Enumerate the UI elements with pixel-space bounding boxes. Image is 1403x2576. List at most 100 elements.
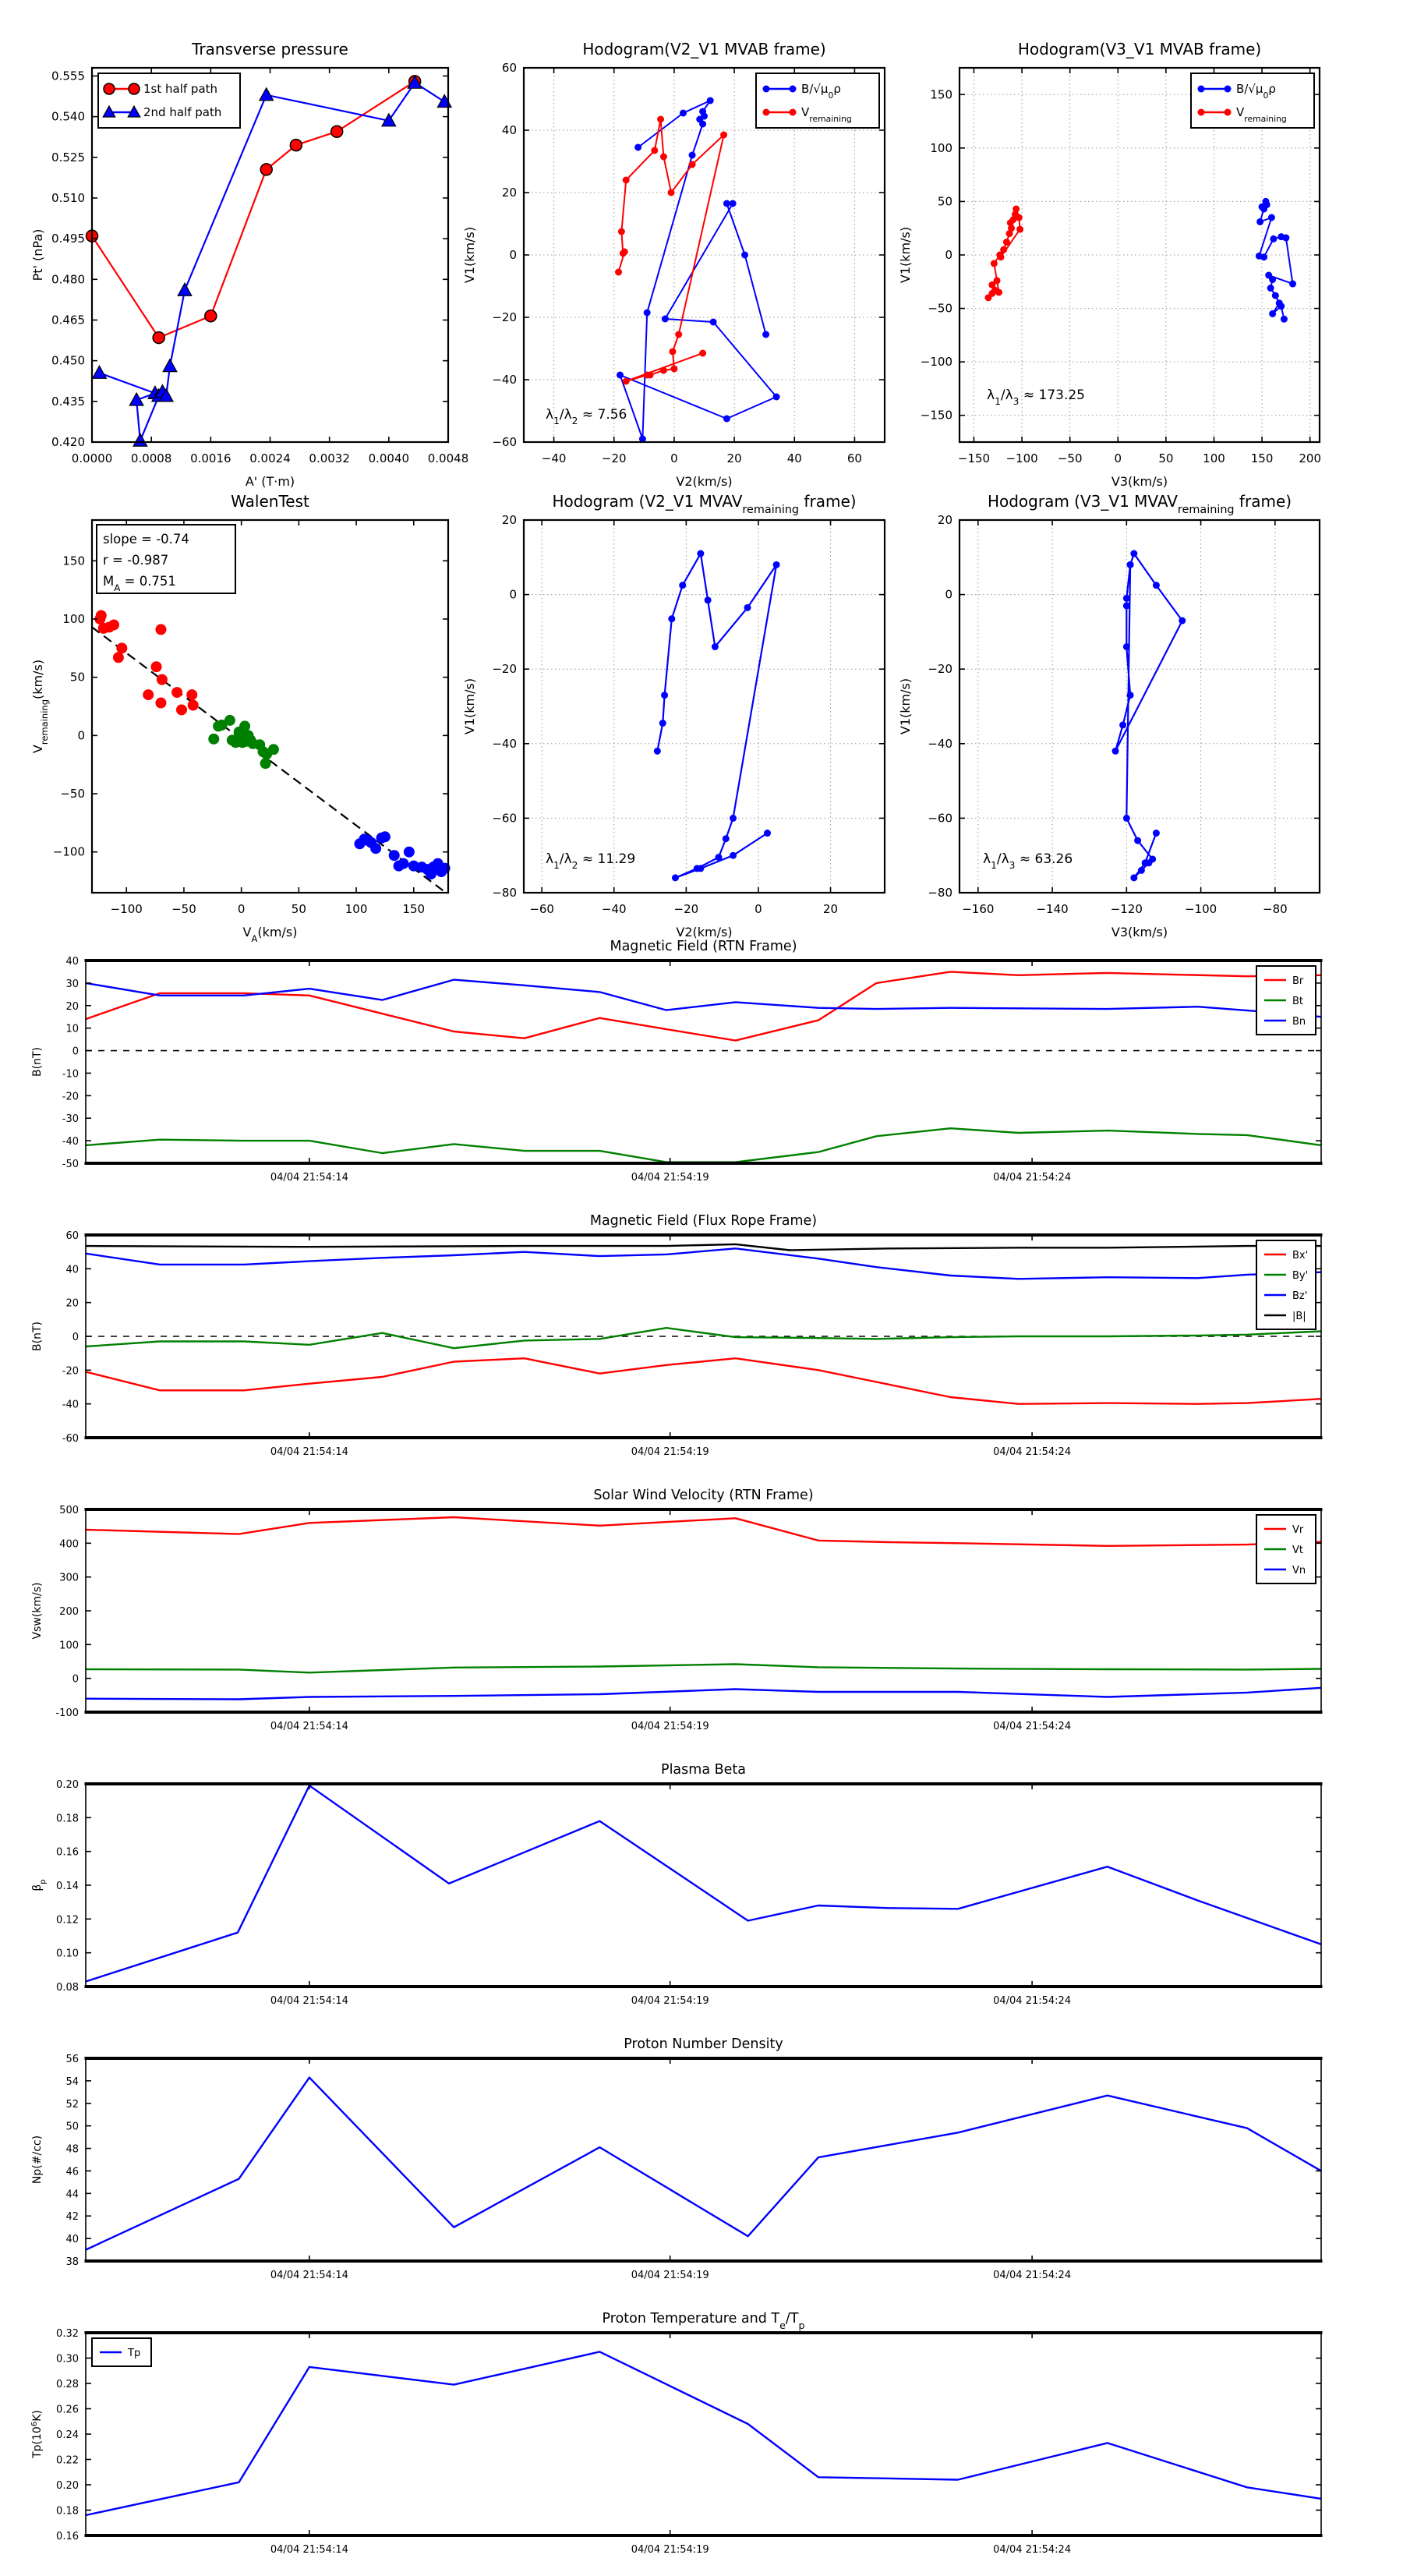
y-tick-label: -20 bbox=[62, 1091, 79, 1102]
axes-frame bbox=[85, 1783, 1322, 1987]
ticks bbox=[92, 520, 448, 893]
y-tick-label: −60 bbox=[492, 811, 517, 825]
x-tick-label: −40 bbox=[602, 902, 627, 916]
y-tick-label: 0.465 bbox=[51, 313, 85, 327]
series-transverse-0 bbox=[85, 75, 422, 345]
legend: Br Bt Bn bbox=[1256, 965, 1316, 1035]
x-axis-label: V2(km/s) bbox=[676, 925, 732, 939]
y-tick-label: −50 bbox=[60, 787, 85, 801]
y-tick-label: 100 bbox=[62, 612, 85, 626]
x-tick-label: 0.0024 bbox=[249, 451, 291, 465]
ticks bbox=[86, 2058, 1321, 2262]
y-tick-label: 54 bbox=[65, 2076, 79, 2088]
x-tick-label: −120 bbox=[1111, 902, 1143, 916]
series-vsw-0 bbox=[85, 1516, 1322, 1547]
x-tick-label: 04/04 21:54:19 bbox=[631, 1721, 709, 1732]
chart-hod_v2_mvav: −60 −40 −20 0 20 −80 −60 −40 −20 0 20 Hodogram (V2_… bbox=[462, 492, 886, 939]
y-tick-label: 0.480 bbox=[51, 272, 85, 286]
series-hod_v2_mvab-0 bbox=[616, 97, 780, 443]
legend-label: 2nd half path bbox=[143, 105, 221, 119]
chart-title: Solar Wind Velocity (RTN Frame) bbox=[593, 1488, 813, 1503]
ticks bbox=[91, 68, 449, 443]
legend: B/√μ0ρ Vremaining bbox=[755, 73, 880, 129]
y-axis-label: Vsw(km/s) bbox=[31, 1582, 44, 1639]
y-tick-label: 30 bbox=[65, 978, 79, 990]
legend-label: Br bbox=[1292, 975, 1304, 987]
x-tick-label: 04/04 21:54:19 bbox=[631, 1172, 709, 1184]
y-tick-label: 100 bbox=[59, 1640, 79, 1651]
axes-frame bbox=[90, 518, 450, 894]
y-tick-label: 150 bbox=[930, 87, 952, 101]
y-tick-label: -30 bbox=[62, 1113, 79, 1125]
y-axis-label: V1(km/s) bbox=[898, 227, 913, 283]
y-tick-label: 20 bbox=[502, 513, 517, 527]
y-tick-label: −40 bbox=[492, 373, 517, 387]
y-tick-label: 0.450 bbox=[51, 354, 85, 368]
chart-title: Proton Number Density bbox=[624, 2036, 783, 2052]
legend-label: B/√μ0ρ bbox=[1236, 82, 1276, 101]
x-tick-label: 04/04 21:54:19 bbox=[631, 1446, 709, 1458]
axes-frame bbox=[958, 518, 1321, 894]
y-tick-label: 20 bbox=[938, 513, 952, 527]
y-tick-label: 0 bbox=[509, 248, 517, 262]
chart-title: Magnetic Field (RTN Frame) bbox=[610, 939, 797, 954]
annotation: λ1/λ2 ≈ 11.29 bbox=[546, 851, 635, 871]
x-tick-label: 04/04 21:54:24 bbox=[993, 1721, 1071, 1732]
y-tick-label: 100 bbox=[930, 141, 952, 155]
chart-mag_rtn: 04/04 21:54:14 04/04 21:54:19 04/04 21:54:… bbox=[31, 939, 1323, 1184]
y-tick-label: 0 bbox=[945, 248, 952, 262]
y-tick-label: 400 bbox=[59, 1538, 79, 1550]
x-tick-label: 04/04 21:54:14 bbox=[270, 1721, 348, 1732]
legend-label: Vn bbox=[1292, 1565, 1306, 1576]
x-tick-label: 0.0016 bbox=[190, 451, 231, 465]
x-tick-label: 200 bbox=[1299, 451, 1321, 465]
series-hod_v2_mvav-0 bbox=[653, 550, 780, 882]
axes-frame bbox=[85, 960, 1322, 1164]
chart-transverse: 0.0000 0.0008 0.0016 0.0024 0.0032 0.0040 0.00… bbox=[30, 40, 468, 489]
y-tick-label: 50 bbox=[938, 194, 952, 208]
x-tick-label: 60 bbox=[847, 451, 862, 465]
y-tick-label: 0.10 bbox=[56, 1948, 79, 1960]
x-tick-label: −150 bbox=[958, 451, 990, 465]
y-tick-label: −20 bbox=[928, 662, 952, 676]
x-tick-label: 04/04 21:54:19 bbox=[631, 2544, 709, 2556]
legend: Vr Vt Vn bbox=[1256, 1514, 1316, 1584]
ticks bbox=[524, 67, 885, 443]
x-tick-label: −160 bbox=[962, 902, 994, 916]
y-tick-label: 40 bbox=[65, 2234, 79, 2245]
legend-label: Bx' bbox=[1292, 1250, 1308, 1261]
legend: B/√μ0ρ Vremaining bbox=[1190, 73, 1315, 129]
legend-label: Bn bbox=[1292, 1016, 1306, 1028]
stat-line: MA = 0.751 bbox=[103, 574, 176, 593]
chart-title: WalenTest bbox=[231, 492, 309, 511]
x-tick-label: 0 bbox=[670, 451, 678, 465]
chart-title: Hodogram(V3_V1 MVAB frame) bbox=[1018, 40, 1261, 58]
y-tick-label: 50 bbox=[70, 671, 85, 685]
legend-label: Vt bbox=[1292, 1545, 1303, 1556]
chart-title: Hodogram (V3_V1 MVAVremaining frame) bbox=[988, 492, 1292, 516]
ticks bbox=[86, 1509, 1321, 1713]
series-transverse-1 bbox=[91, 74, 453, 447]
y-tick-label: 0.26 bbox=[56, 2404, 79, 2416]
x-tick-label: 04/04 21:54:14 bbox=[270, 2544, 348, 2556]
x-tick-label: −20 bbox=[602, 451, 627, 465]
axes-frame bbox=[522, 518, 886, 894]
y-tick-label: 0.510 bbox=[51, 191, 85, 205]
annotation: λ1/λ3 ≈ 63.26 bbox=[983, 851, 1073, 871]
chart-title: Hodogram(V2_V1 MVAB frame) bbox=[582, 40, 825, 58]
x-tick-label: 0 bbox=[755, 902, 762, 916]
legend-label: Vremaining bbox=[801, 105, 852, 124]
stat-line: r = -0.987 bbox=[103, 553, 168, 568]
x-tick-label: 04/04 21:54:24 bbox=[993, 1446, 1071, 1458]
series-npl-0 bbox=[85, 2076, 1322, 2251]
x-tick-label: 04/04 21:54:14 bbox=[270, 1995, 348, 2007]
series-hod_v3_mvab-1 bbox=[984, 205, 1024, 302]
chart-title: Transverse pressure bbox=[191, 40, 348, 58]
y-tick-label: 0.22 bbox=[56, 2455, 79, 2467]
legend-label: Tp bbox=[127, 2348, 140, 2359]
y-tick-label: 42 bbox=[65, 2211, 79, 2223]
annotation: λ1/λ2 ≈ 7.56 bbox=[546, 407, 627, 426]
axes-frame bbox=[85, 2332, 1322, 2536]
series-mag_rtn-1 bbox=[85, 1127, 1322, 1163]
x-tick-label: 0 bbox=[238, 902, 246, 916]
